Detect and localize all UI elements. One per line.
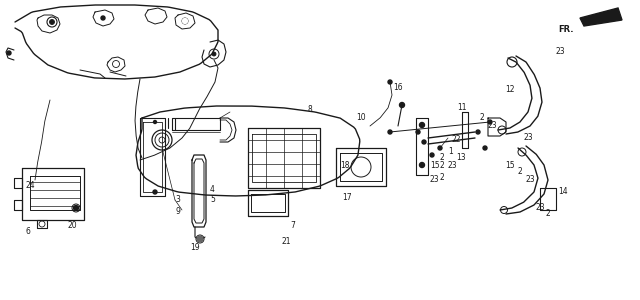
Text: 8: 8 [307,106,312,115]
Text: 23: 23 [448,161,458,170]
Text: 23: 23 [526,176,536,184]
Text: 16: 16 [393,83,403,92]
Polygon shape [580,8,622,26]
Text: 2: 2 [518,167,523,176]
Circle shape [388,80,392,84]
Circle shape [154,121,157,124]
Circle shape [388,130,392,134]
Circle shape [438,146,442,150]
Text: 15: 15 [505,160,515,169]
Text: 2: 2 [480,113,484,122]
Text: 21: 21 [282,238,291,247]
Text: 14: 14 [558,188,568,196]
Text: 3: 3 [175,196,180,205]
Circle shape [476,130,480,134]
Circle shape [422,140,426,144]
Text: 23: 23 [430,176,440,184]
Text: 18: 18 [340,160,349,169]
Circle shape [101,16,105,20]
Text: 2: 2 [545,209,550,218]
Circle shape [153,190,157,194]
Text: 22: 22 [452,136,461,145]
Text: 5: 5 [210,196,215,205]
Text: 23: 23 [555,47,564,56]
Circle shape [74,206,79,211]
Circle shape [182,19,188,23]
Circle shape [399,103,404,107]
Text: 2: 2 [440,173,445,182]
Text: 17: 17 [342,194,351,202]
Circle shape [7,51,11,55]
Text: 6: 6 [25,227,30,236]
Text: FR.: FR. [558,26,573,34]
Circle shape [197,236,203,242]
Text: 23: 23 [535,203,545,212]
Text: 11: 11 [457,103,467,112]
Circle shape [416,130,420,134]
Text: 12: 12 [505,85,515,94]
Circle shape [483,146,487,150]
Text: 23: 23 [524,134,534,142]
Text: 2: 2 [440,161,445,170]
Text: 2: 2 [440,154,445,163]
Text: 7: 7 [290,220,295,230]
Text: 4: 4 [210,185,215,194]
Text: 10: 10 [356,113,365,122]
Circle shape [49,20,54,25]
Text: 1: 1 [448,148,452,157]
Circle shape [430,153,434,157]
Text: 9: 9 [175,208,180,217]
Text: 13: 13 [456,154,466,163]
Text: 19: 19 [190,244,200,253]
Circle shape [419,163,424,167]
Circle shape [212,52,216,56]
Text: 23: 23 [488,122,498,130]
Text: 20: 20 [68,220,77,230]
Circle shape [488,120,492,124]
Text: 15: 15 [430,161,440,170]
Text: 24: 24 [25,181,35,190]
Circle shape [419,122,424,128]
